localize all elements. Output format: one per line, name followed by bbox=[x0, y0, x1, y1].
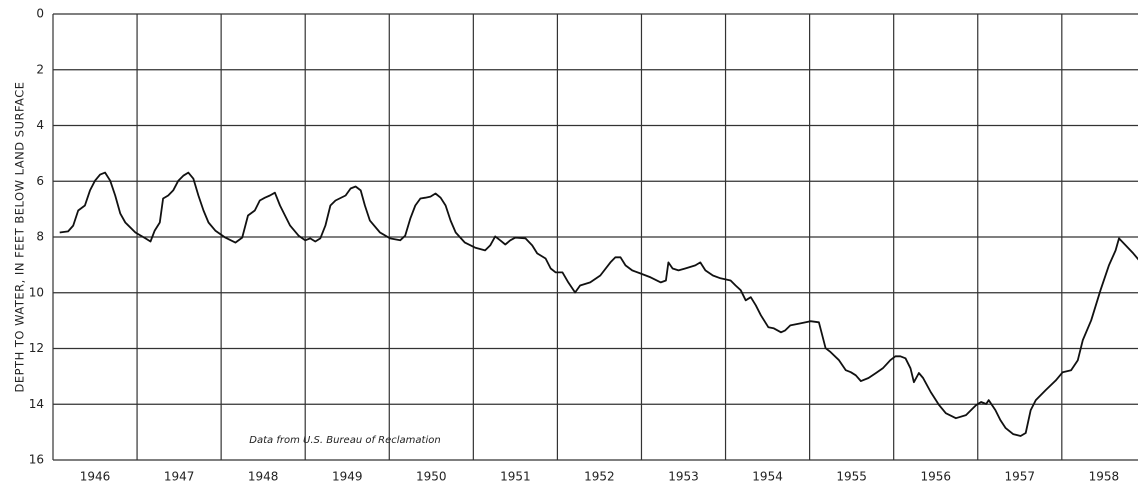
y-tick-label: 6 bbox=[36, 174, 44, 188]
x-tick-label: 1957 bbox=[1005, 470, 1036, 484]
y-axis-label: DEPTH TO WATER, IN FEET BELOW LAND SURFA… bbox=[13, 81, 27, 392]
y-tick-label: 8 bbox=[36, 230, 44, 244]
x-tick-label: 1947 bbox=[164, 470, 195, 484]
x-tick-label: 1949 bbox=[332, 470, 363, 484]
x-tick-label: 1950 bbox=[416, 470, 447, 484]
y-tick-label: 4 bbox=[36, 118, 44, 132]
x-tick-label: 1955 bbox=[836, 470, 867, 484]
y-tick-label: 16 bbox=[29, 453, 44, 467]
y-tick-label: 14 bbox=[29, 397, 44, 411]
data-line bbox=[59, 171, 1138, 437]
y-tick-label: 2 bbox=[36, 62, 44, 76]
y-tick-label: 12 bbox=[29, 341, 44, 355]
x-tick-label: 1952 bbox=[584, 470, 615, 484]
x-tick-label: 1956 bbox=[920, 470, 951, 484]
y-tick-label: 0 bbox=[36, 7, 44, 21]
x-tick-label: 1953 bbox=[668, 470, 699, 484]
annotation: Data from U.S. Bureau of Reclamation bbox=[249, 435, 440, 446]
y-tick-label: 10 bbox=[29, 285, 44, 299]
x-tick-label: 1958 bbox=[1089, 470, 1120, 484]
x-tick-label: 1951 bbox=[500, 470, 531, 484]
x-tick-label: 1946 bbox=[80, 470, 111, 484]
x-tick-label: 1954 bbox=[752, 470, 783, 484]
x-tick-label: 1948 bbox=[248, 470, 279, 484]
